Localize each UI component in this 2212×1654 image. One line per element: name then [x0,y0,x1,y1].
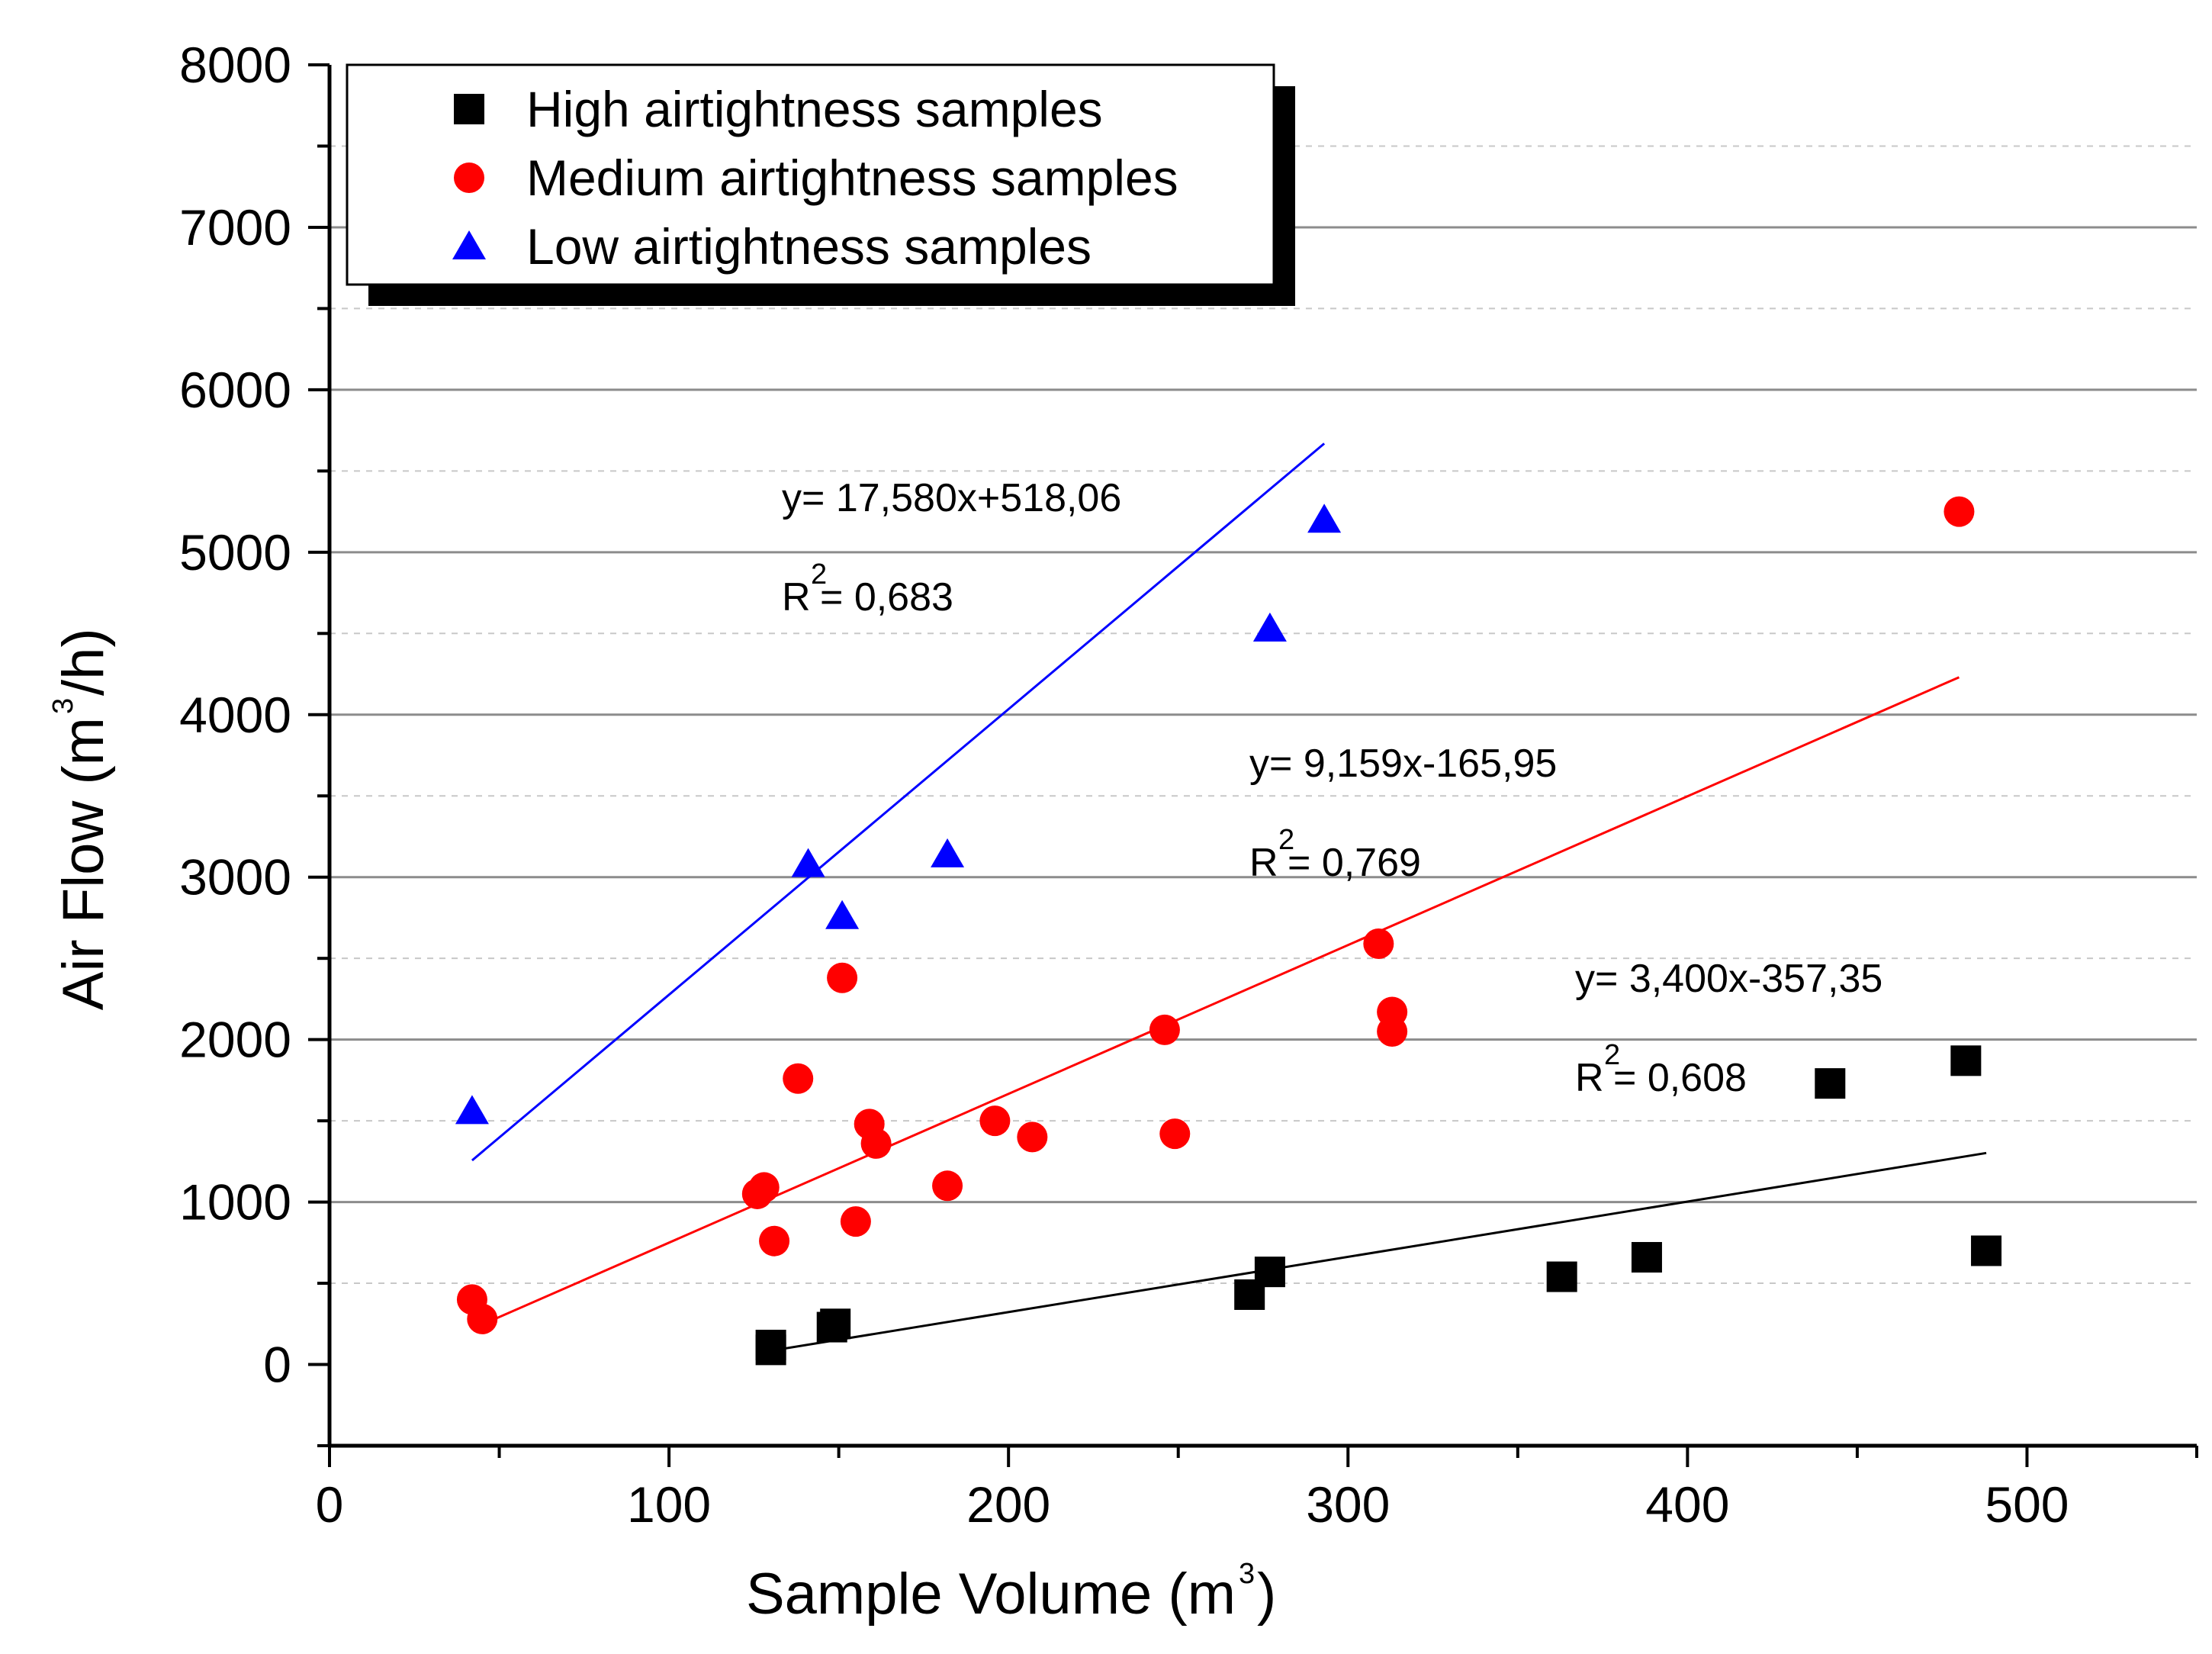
data-point-circle [860,1128,892,1159]
fit-r2-sup-circle: 2 [1278,824,1294,856]
data-point-triangle [791,848,825,877]
x-tick-label: 200 [966,1476,1050,1533]
legend-marker-triangle [452,230,486,259]
grid-lines [330,145,2197,1285]
axes: 0 1000 2000 3000 4000 5000 6000 7000 8000 0 100 200… [179,37,2198,1533]
fit-r2-value-triangle: = 0,683 [820,575,953,619]
fit-r2-prefix-triangle: R [782,575,811,619]
data-point-square [1950,1045,1982,1076]
data-point-triangle [931,838,965,867]
data-point-circle [1149,1014,1180,1045]
y-tick-label: 8000 [179,37,291,93]
legend-label: Medium airtightness samples [526,150,1178,206]
y-axis-title: Air Flow (m [51,717,116,1010]
legend-label: High airtightness samples [526,81,1103,137]
fit-r2-prefix-circle: R [1249,841,1278,885]
y-tick-label: 4000 [179,687,291,743]
data-point-square [1971,1235,2002,1266]
data-point-circle [783,1063,814,1094]
fit-r2-sup-triangle: 2 [811,558,827,590]
fit-r2-sup-square: 2 [1604,1039,1620,1071]
data-point-circle [1159,1118,1191,1150]
data-point-circle [932,1170,963,1202]
data-point-triangle [455,1095,489,1125]
data-point-square [755,1334,786,1366]
x-axis-title-sup: 3 [1239,1558,1255,1590]
y-tick-label: 1000 [179,1174,291,1231]
x-tick-label: 300 [1306,1476,1390,1533]
data-point-triangle [825,899,860,929]
data-point-circle [979,1105,1011,1137]
data-point-circle [1377,1016,1408,1047]
fit-equation-triangle: y= 17,580x+518,06 [782,476,1121,520]
data-point-circle [827,962,858,993]
legend-marker-circle [454,163,484,193]
x-tick-label: 0 [316,1476,344,1533]
data-point-circle [748,1172,780,1203]
y-axis-title-sup: 3 [47,698,79,714]
data-point-square [1631,1241,1662,1273]
x-axis-title: Sample Volume (m [746,1562,1236,1627]
fit-r2-prefix-square: R [1575,1056,1604,1100]
y-tick-label: 6000 [179,362,291,418]
x-tick-label: 500 [1985,1476,2069,1533]
legend: High airtightness samples Medium airtight… [346,63,1295,306]
legend-box [346,63,1275,286]
data-points [455,496,2002,1366]
x-axis-title-end: ) [1257,1562,1276,1627]
legend-label: Low airtightness samples [526,218,1092,275]
fit-r2-value-circle: = 0,769 [1288,841,1421,885]
fit-equation-square: y= 3,400x-357,35 [1575,957,1882,1001]
fit-equation-circle: y= 9,159x-165,95 [1249,742,1557,786]
data-point-circle [759,1225,790,1257]
data-point-triangle [1307,504,1342,533]
data-point-triangle [1252,612,1287,642]
data-point-circle [1944,496,1975,527]
data-point-circle [467,1303,498,1334]
y-tick-label: 7000 [179,199,291,256]
y-tick-label: 0 [263,1337,291,1393]
x-tick-label: 100 [627,1476,711,1533]
data-point-circle [1363,928,1394,960]
y-tick-label: 5000 [179,524,291,581]
legend-marker-square [454,94,484,124]
data-point-square [1254,1257,1285,1288]
fit-r2-value-square: = 0,608 [1613,1056,1747,1100]
axis-titles: Sample Volume (m 3 ) Air Flow (m 3 /h) [47,628,1276,1627]
data-point-square [1546,1261,1577,1292]
y-tick-label: 3000 [179,849,291,906]
fit-line-circle [481,676,1960,1326]
data-point-square [1815,1068,1846,1099]
fit-line-square [770,1151,1987,1352]
data-point-square [820,1308,851,1340]
fit-lines [471,442,1987,1352]
y-tick-label: 2000 [179,1012,291,1068]
x-tick-label: 400 [1645,1476,1729,1533]
y-axis-title-end: /h) [51,628,116,696]
data-point-circle [1017,1121,1048,1153]
data-point-circle [840,1206,871,1237]
fit-line-triangle [471,442,1326,1162]
